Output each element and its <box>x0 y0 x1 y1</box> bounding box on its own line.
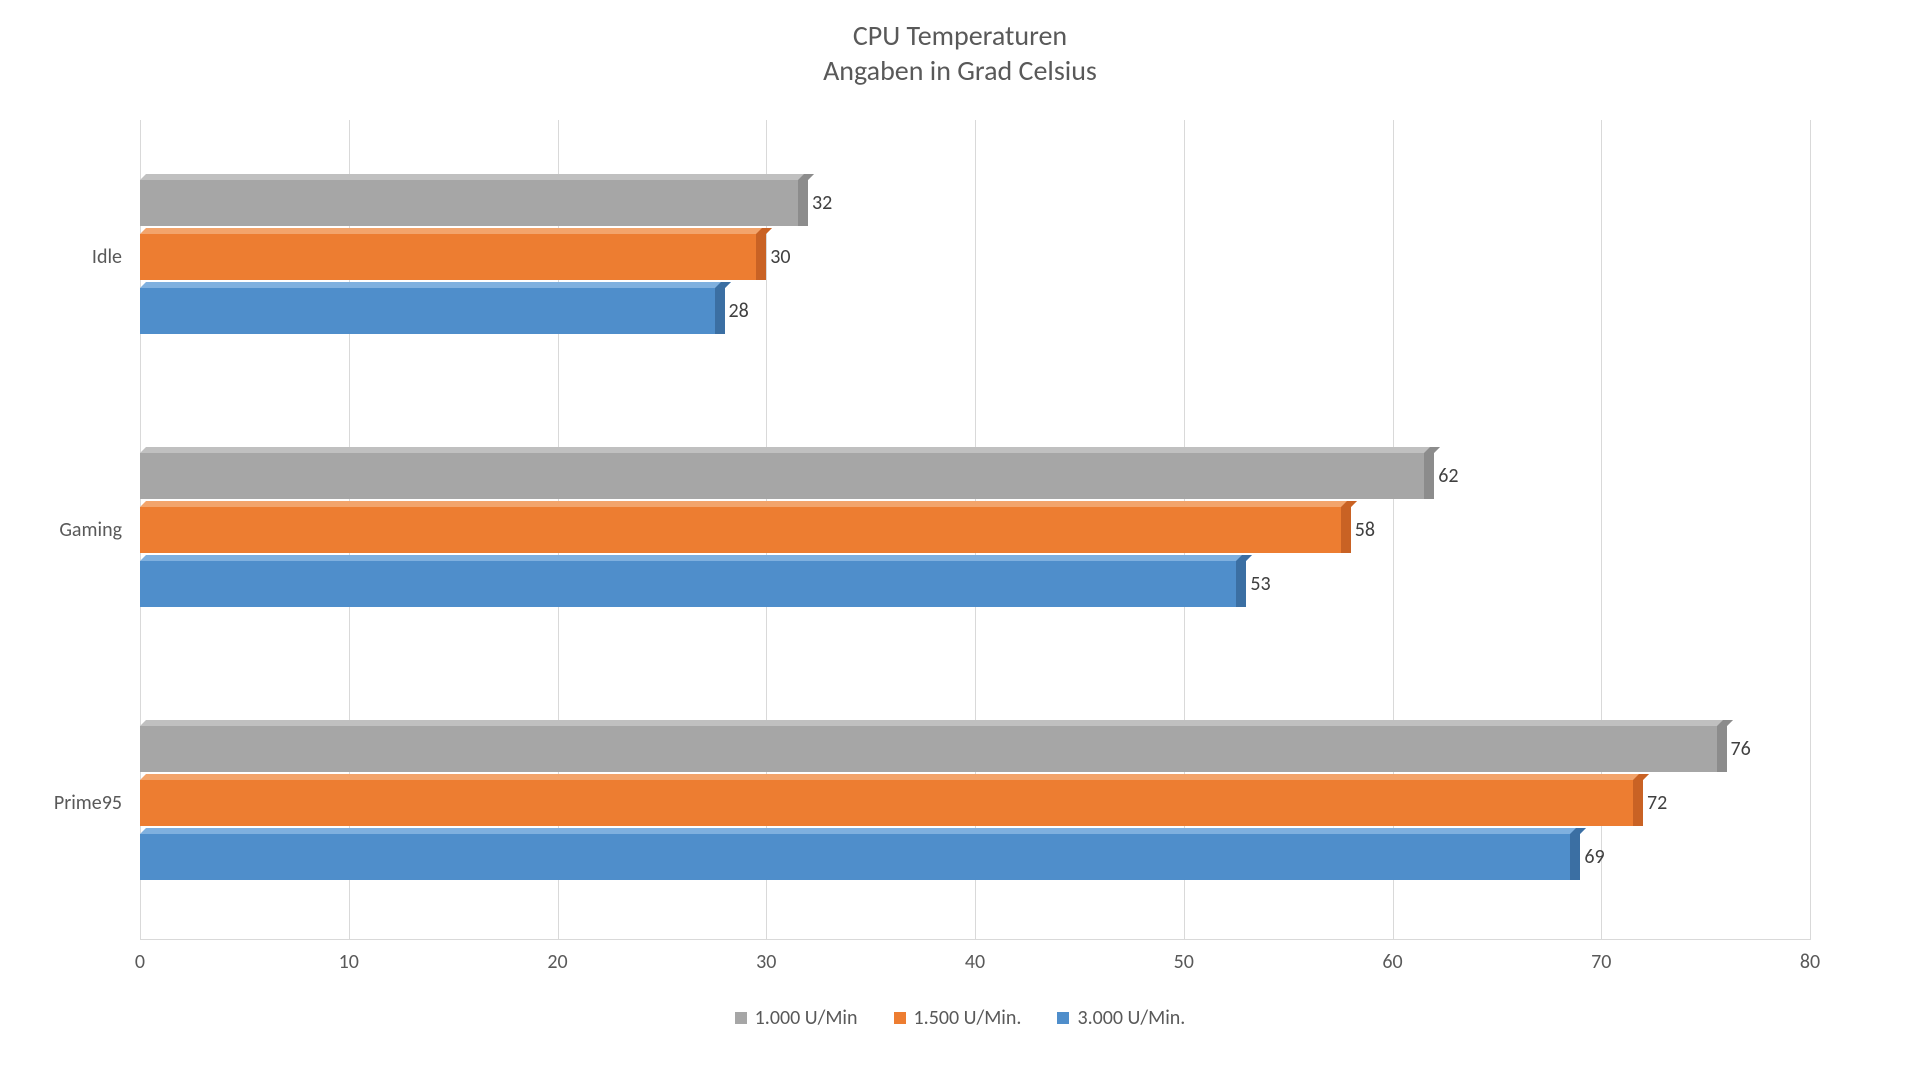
bar-value-label: 32 <box>812 191 832 215</box>
x-tick-label: 10 <box>339 950 359 974</box>
bar-end-cap <box>1341 507 1351 553</box>
legend-label: 1.000 U/Min <box>755 1006 858 1030</box>
x-tick-label: 80 <box>1800 950 1820 974</box>
legend-swatch <box>735 1012 747 1024</box>
bar: 76 <box>140 726 1727 772</box>
bar-value-label: 58 <box>1355 518 1375 542</box>
bar-lip <box>140 228 772 234</box>
bar: 32 <box>140 180 808 226</box>
legend-swatch <box>894 1012 906 1024</box>
bar-end-cap <box>798 180 808 226</box>
y-category-label: Idle <box>92 245 122 269</box>
bar-end-cap <box>1424 453 1434 499</box>
bar: 58 <box>140 507 1351 553</box>
bar: 28 <box>140 288 725 334</box>
plot-area: 01020304050607080Prime95767269Gaming6258… <box>140 120 1810 940</box>
bar-end-cap <box>1236 561 1246 607</box>
gridline <box>1810 120 1811 940</box>
bar-end-cap <box>1633 780 1643 826</box>
legend-label: 3.000 U/Min. <box>1077 1006 1185 1030</box>
bar-value-label: 62 <box>1438 464 1458 488</box>
legend-item: 1.500 U/Min. <box>894 1006 1022 1030</box>
bar-end-cap <box>715 288 725 334</box>
legend-label: 1.500 U/Min. <box>914 1006 1022 1030</box>
bar: 62 <box>140 453 1434 499</box>
bar-end-cap <box>1570 834 1580 880</box>
bar-lip <box>140 282 731 288</box>
legend: 1.000 U/Min 1.500 U/Min. 3.000 U/Min. <box>0 1006 1920 1030</box>
x-tick-label: 50 <box>1174 950 1194 974</box>
x-tick-label: 60 <box>1382 950 1402 974</box>
bar: 53 <box>140 561 1246 607</box>
bar-lip <box>140 447 1440 453</box>
bar-value-label: 76 <box>1731 737 1751 761</box>
chart-title-line1: CPU Temperaturen <box>0 18 1920 53</box>
bar-lip <box>140 774 1649 780</box>
legend-item: 1.000 U/Min <box>735 1006 858 1030</box>
bar-lip <box>140 174 814 180</box>
bar-lip <box>140 828 1586 834</box>
chart-title-line2: Angaben in Grad Celsius <box>0 53 1920 88</box>
x-tick-label: 0 <box>135 950 145 974</box>
x-tick-label: 70 <box>1591 950 1611 974</box>
bar-value-label: 28 <box>729 299 749 323</box>
bar-value-label: 53 <box>1250 572 1270 596</box>
bar-lip <box>140 720 1733 726</box>
bar: 30 <box>140 234 766 280</box>
bar: 69 <box>140 834 1580 880</box>
bar-lip <box>140 555 1252 561</box>
bar-value-label: 72 <box>1647 791 1667 815</box>
legend-item: 3.000 U/Min. <box>1057 1006 1185 1030</box>
legend-swatch <box>1057 1012 1069 1024</box>
x-tick-label: 40 <box>965 950 985 974</box>
bar-end-cap <box>1717 726 1727 772</box>
y-category-label: Gaming <box>59 518 122 542</box>
bar-value-label: 30 <box>770 245 790 269</box>
x-tick-label: 20 <box>547 950 567 974</box>
bar-value-label: 69 <box>1584 845 1604 869</box>
bar-end-cap <box>756 234 766 280</box>
bar-lip <box>140 501 1357 507</box>
chart-title: CPU Temperaturen Angaben in Grad Celsius <box>0 0 1920 88</box>
bar: 72 <box>140 780 1643 826</box>
y-category-label: Prime95 <box>54 791 122 815</box>
x-tick-label: 30 <box>756 950 776 974</box>
chart-container: CPU Temperaturen Angaben in Grad Celsius… <box>0 0 1920 1067</box>
